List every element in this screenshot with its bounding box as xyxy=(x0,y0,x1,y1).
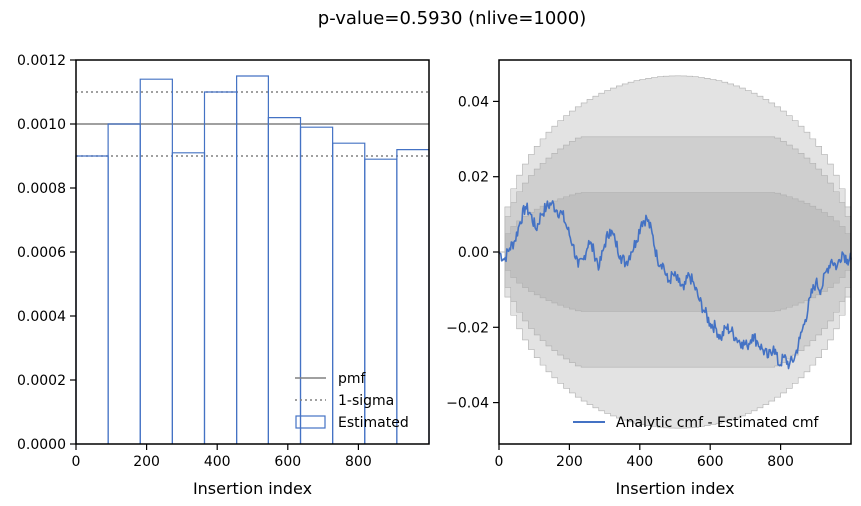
x-tick-label: 200 xyxy=(133,454,160,470)
pmf-x-ticks: 0 200 400 600 800 xyxy=(72,444,372,470)
y-tick-label: −0.02 xyxy=(446,320,489,336)
y-tick-label: 0.0004 xyxy=(17,309,66,325)
y-tick-label: 0.02 xyxy=(458,170,489,186)
legend-cmf-difference-label: Analytic cmf - Estimated cmf xyxy=(616,415,819,431)
x-tick-label: 200 xyxy=(556,454,583,470)
y-tick-label: 0.0008 xyxy=(17,181,66,197)
x-tick-label: 600 xyxy=(697,454,724,470)
pmf-plot-area xyxy=(75,75,430,444)
y-tick-label: 0.0000 xyxy=(17,437,66,453)
cmf-y-ticks: −0.04 −0.02 0.00 0.02 0.04 xyxy=(446,94,499,412)
x-tick-label: 600 xyxy=(274,454,301,470)
y-tick-label: 0.04 xyxy=(458,94,489,110)
legend-1-sigma-label: 1-sigma xyxy=(338,393,394,409)
x-tick-label: 800 xyxy=(767,454,794,470)
legend-pmf-label: pmf xyxy=(338,371,367,387)
histogram-bar xyxy=(396,149,430,444)
y-tick-label: 0.0012 xyxy=(17,53,66,69)
x-tick-label: 800 xyxy=(345,454,372,470)
histogram-bar xyxy=(107,123,141,444)
y-tick-label: 0.00 xyxy=(458,245,489,261)
pmf-axes-frame xyxy=(75,59,430,445)
legend-estimated-label: Estimated xyxy=(338,415,409,431)
legend-estimated-swatch xyxy=(295,415,326,429)
histogram-bar xyxy=(139,78,173,444)
x-tick-label: 400 xyxy=(204,454,231,470)
cmf-x-axis-label: Insertion index xyxy=(615,479,734,498)
x-tick-label: 400 xyxy=(626,454,653,470)
pmf-x-axis-label: Insertion index xyxy=(193,479,312,498)
histogram-bar xyxy=(203,91,238,444)
histogram-bar xyxy=(236,75,269,444)
x-tick-label: 0 xyxy=(72,454,81,470)
confidence-band-1-sigma xyxy=(499,192,852,312)
cmf-panel: 0 200 400 600 800 −0.04 −0.02 0.00 0.02 0.04 Ins… xyxy=(446,59,852,498)
histogram-bar xyxy=(171,152,206,444)
cmf-legend: Analytic cmf - Estimated cmf xyxy=(573,415,819,431)
y-tick-label: 0.0002 xyxy=(17,373,66,389)
y-tick-label: 0.0010 xyxy=(17,117,66,133)
y-tick-label: −0.04 xyxy=(446,396,489,412)
histogram-bar xyxy=(299,126,334,444)
pmf-legend: pmf 1-sigma Estimated xyxy=(295,371,409,431)
histogram-bar xyxy=(75,155,109,444)
x-tick-label: 0 xyxy=(495,454,504,470)
y-tick-label: 0.0006 xyxy=(17,245,66,261)
cmf-x-ticks: 0 200 400 600 800 xyxy=(495,444,794,470)
pmf-y-ticks: 0.0000 0.0002 0.0004 0.0006 0.0008 0.0010 0.00… xyxy=(17,53,76,453)
cmf-difference-line xyxy=(498,200,852,370)
cmf-axes-frame xyxy=(498,59,852,445)
pmf-panel: 0 200 400 600 800 0.00000.00020.00040.00060.… xyxy=(17,53,430,498)
figure-title: p-value=0.5930 (nlive=1000) xyxy=(318,8,586,29)
histogram-bar xyxy=(267,117,302,444)
cmf-plot-area xyxy=(498,75,852,429)
